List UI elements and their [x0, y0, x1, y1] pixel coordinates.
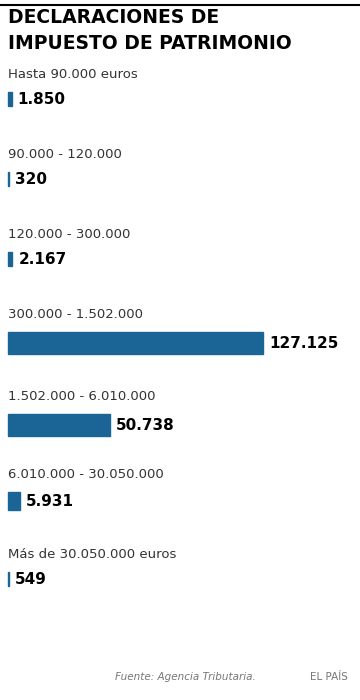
Bar: [8, 492, 20, 510]
Text: 320: 320: [15, 172, 47, 186]
Text: 6.010.000 - 30.050.000: 6.010.000 - 30.050.000: [8, 468, 164, 481]
Bar: [8, 572, 9, 586]
Text: EL PAÍS: EL PAÍS: [310, 672, 348, 682]
Text: 2.167: 2.167: [18, 251, 67, 267]
Text: 5.931: 5.931: [26, 494, 74, 508]
Text: 300.000 - 1.502.000: 300.000 - 1.502.000: [8, 308, 143, 321]
Text: 120.000 - 300.000: 120.000 - 300.000: [8, 228, 130, 241]
Text: Más de 30.050.000 euros: Más de 30.050.000 euros: [8, 548, 176, 561]
Text: Fuente: Agencia Tributaria.: Fuente: Agencia Tributaria.: [115, 672, 256, 682]
Bar: [8, 172, 9, 186]
Text: 1.502.000 - 6.010.000: 1.502.000 - 6.010.000: [8, 390, 156, 403]
Text: 50.738: 50.738: [116, 417, 175, 433]
Bar: [8, 92, 12, 106]
Text: 90.000 - 120.000: 90.000 - 120.000: [8, 148, 122, 161]
Bar: [8, 332, 263, 354]
Text: 1.850: 1.850: [18, 92, 66, 106]
Text: 127.125: 127.125: [269, 335, 338, 351]
Text: Hasta 90.000 euros: Hasta 90.000 euros: [8, 68, 138, 81]
Text: IMPUESTO DE PATRIMONIO: IMPUESTO DE PATRIMONIO: [8, 34, 292, 53]
Bar: [8, 252, 12, 266]
Text: DECLARACIONES DE: DECLARACIONES DE: [8, 8, 219, 27]
Bar: [8, 414, 110, 436]
Text: 549: 549: [15, 571, 47, 587]
